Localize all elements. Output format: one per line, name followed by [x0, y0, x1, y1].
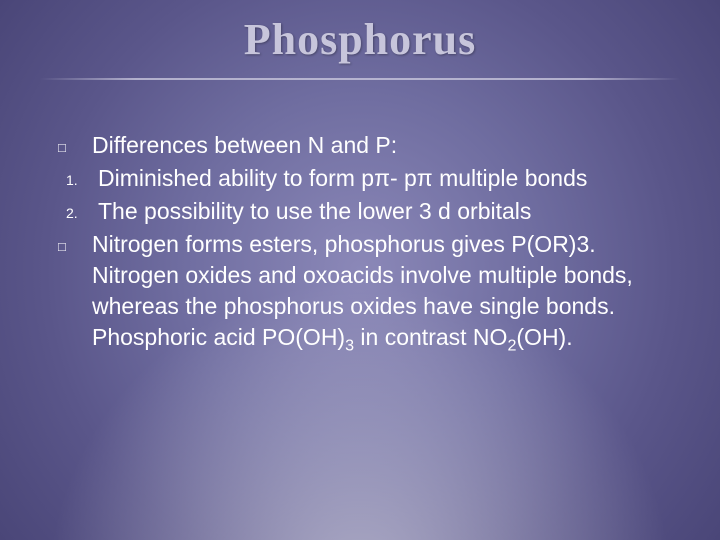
slide-body: □ Differences between N and P: 1. Dimini…: [58, 130, 668, 355]
para-suffix: (OH).: [516, 324, 572, 350]
numbered-item-2: 2. The possibility to use the lower 3 d …: [58, 196, 668, 227]
slide-title: Phosphorus: [0, 14, 720, 65]
square-bullet-icon: □: [58, 130, 92, 161]
para-mid: in contrast NO: [354, 324, 507, 350]
title-underline: [40, 78, 680, 80]
intro-text: Differences between N and P:: [92, 130, 668, 161]
subscript-1: 3: [345, 337, 354, 355]
num-text-1: Diminished ability to form pπ- pπ multip…: [98, 163, 668, 194]
bullet-intro-row: □ Differences between N and P:: [58, 130, 668, 161]
bullet-para-row: □ Nitrogen forms esters, phosphorus give…: [58, 229, 668, 353]
slide: Phosphorus □ Differences between N and P…: [0, 0, 720, 540]
num-text-2: The possibility to use the lower 3 d orb…: [98, 196, 668, 227]
num-marker-2: 2.: [58, 196, 98, 227]
square-bullet-icon: □: [58, 229, 92, 353]
para-text: Nitrogen forms esters, phosphorus gives …: [92, 229, 668, 353]
num-marker-1: 1.: [58, 163, 98, 194]
numbered-item-1: 1. Diminished ability to form pπ- pπ mul…: [58, 163, 668, 194]
